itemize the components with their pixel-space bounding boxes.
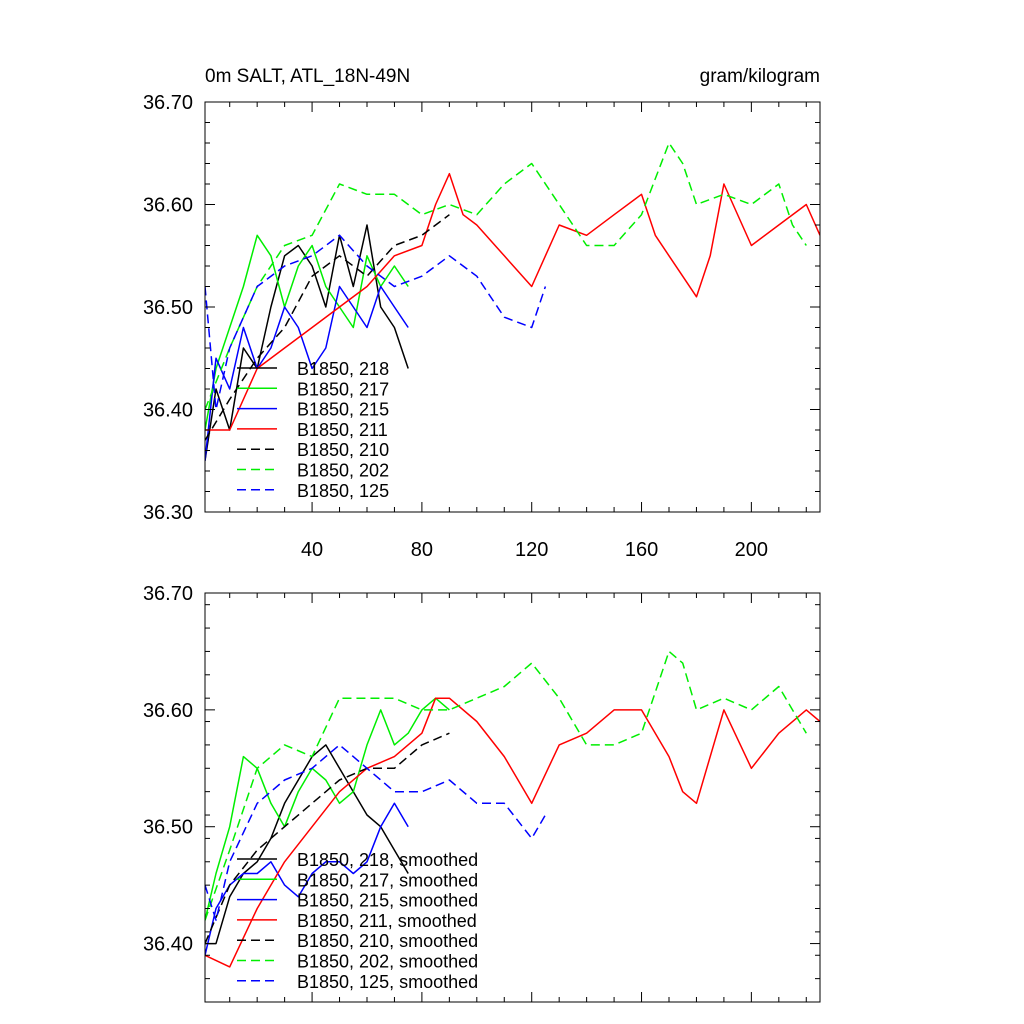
series-line-b1850-210-smoothed — [205, 732, 450, 944]
y-tick-label: 36.60 — [143, 700, 193, 722]
series-line-b1850-202-smoothed — [205, 650, 807, 921]
legend-label: B1850, 217 — [297, 379, 389, 399]
series-line-b1850-210 — [205, 214, 450, 441]
series-line-b1850-215-smoothed — [205, 802, 409, 956]
plot-frame — [204, 592, 821, 1003]
legend-label: B1850, 211 — [297, 420, 388, 440]
x-tick-label: 160 — [625, 539, 658, 561]
panel-bottom: 36.40 36.50 36.60 36.70 B1850, 218, smoothed… — [143, 583, 821, 1003]
series-line-b1850-211 — [205, 172, 820, 431]
chart-units: gram/kilogram — [700, 66, 820, 87]
y-tick-label: 36.60 — [143, 195, 193, 217]
series-line-b1850-217-smoothed — [205, 697, 450, 921]
legend-label: B1850, 202, smoothed — [297, 952, 478, 972]
series-line-b1850-217 — [205, 234, 409, 431]
legend-label: B1850, 210, smoothed — [297, 931, 478, 951]
series-group — [205, 142, 820, 461]
series-line-b1850-125 — [205, 234, 547, 411]
legend-label: B1850, 215, smoothed — [297, 891, 478, 911]
y-tick-label: 36.40 — [143, 400, 193, 422]
y-tick-label: 36.50 — [143, 297, 193, 319]
legend-label: B1850, 202 — [297, 461, 389, 481]
y-tick-label: 36.30 — [143, 502, 193, 524]
legend-label: B1850, 218, smoothed — [297, 850, 478, 870]
panel-top: 0m SALT, ATL_18N-49N gram/kilogram 36.30… — [143, 66, 821, 561]
legend-label: B1850, 125 — [297, 481, 389, 501]
y-tick-label: 36.70 — [143, 92, 193, 114]
x-tick-label: 40 — [301, 539, 323, 561]
x-tick-label: 200 — [735, 539, 768, 561]
legend-label: B1850, 217, smoothed — [297, 870, 478, 890]
y-tick-label: 36.70 — [143, 583, 193, 605]
chart-title: 0m SALT, ATL_18N-49N — [205, 66, 410, 87]
x-tick-label: 80 — [411, 539, 433, 561]
y-tick-label: 36.40 — [143, 934, 193, 956]
series-group — [205, 650, 820, 968]
legend-label: B1850, 125, smoothed — [297, 972, 478, 992]
legend-label: B1850, 215 — [297, 400, 389, 420]
series-line-b1850-125-smoothed — [205, 744, 547, 921]
legend-label: B1850, 218 — [297, 359, 389, 379]
x-tick-label: 120 — [515, 539, 548, 561]
legend-label: B1850, 210 — [297, 440, 389, 460]
series-line-b1850-215 — [205, 285, 409, 461]
legend-label: B1850, 211, smoothed — [297, 911, 477, 931]
y-tick-label: 36.50 — [143, 817, 193, 839]
series-line-b1850-218-smoothed — [205, 744, 409, 945]
series-line-b1850-211-smoothed — [205, 697, 820, 968]
series-line-b1850-202 — [205, 142, 807, 410]
